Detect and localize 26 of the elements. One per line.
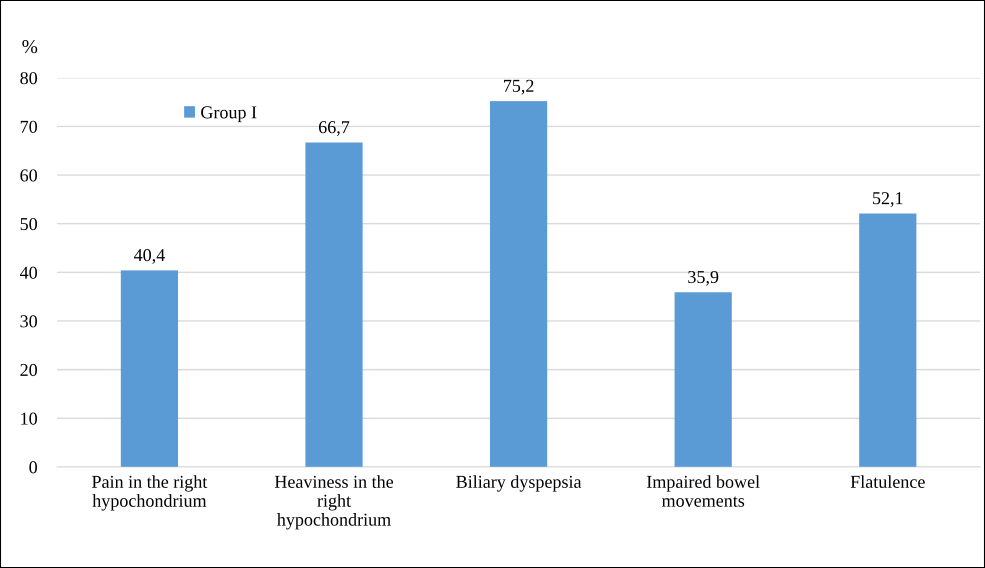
bar	[674, 292, 732, 467]
bar	[490, 101, 548, 467]
x-tick-label: Impaired bowel movements	[646, 475, 760, 507]
y-tick-label: 60	[20, 169, 37, 182]
data-label: 52,1	[873, 192, 902, 207]
x-tick-label: Biliary dyspepsia	[456, 475, 582, 492]
y-tick-label: 30	[20, 315, 37, 328]
x-tick-label: Flatulence	[850, 475, 925, 488]
legend-label: Group I	[201, 106, 256, 122]
data-label: 40,4	[134, 249, 165, 264]
y-tick-label: 20	[20, 364, 37, 376]
bar	[859, 214, 916, 467]
y-tick-label: 40	[20, 266, 37, 279]
data-label: 35,9	[688, 270, 718, 286]
x-tick-label: Pain in the right hypochondrium	[92, 475, 208, 511]
y-tick-label: 0	[29, 461, 37, 474]
data-label: 66,7	[318, 121, 350, 136]
data-label: 75,2	[504, 80, 534, 95]
y-axis-title: %	[22, 40, 38, 54]
y-tick-label: 70	[20, 120, 37, 133]
bar	[305, 142, 363, 467]
x-tick-label: Heaviness in the right hypochondrium	[274, 475, 394, 530]
y-tick-label: 80	[20, 72, 37, 84]
y-tick-label: 50	[20, 218, 37, 230]
y-tick-label: 10	[21, 412, 37, 425]
bar	[120, 270, 178, 467]
